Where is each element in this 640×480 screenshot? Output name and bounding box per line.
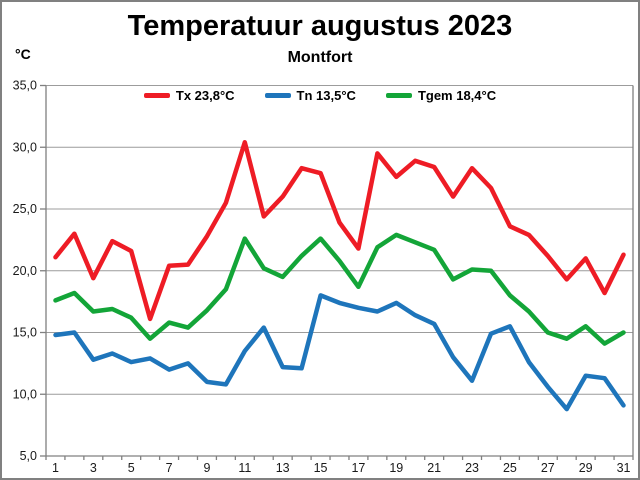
x-axis-tick-label: 3 <box>90 461 97 475</box>
y-axis-tick-label: 15,0 <box>13 326 37 340</box>
x-axis-tick-label: 13 <box>276 461 290 475</box>
y-axis-tick-label: 25,0 <box>13 202 37 216</box>
x-axis-tick-label: 15 <box>314 461 328 475</box>
x-axis-tick-label: 7 <box>166 461 173 475</box>
series-line-tgem <box>53 232 626 346</box>
y-axis-tick-label: 5,0 <box>20 449 37 463</box>
x-axis-tick-label: 17 <box>351 461 365 475</box>
chart-title: Temperatuur augustus 2023 <box>127 10 513 42</box>
x-axis-tick-label: 29 <box>579 461 593 475</box>
series-line-tx <box>53 140 626 322</box>
chart-subtitle: Montfort <box>287 49 353 66</box>
y-axis-tick-label: 20,0 <box>13 264 37 278</box>
x-axis-tick-label: 19 <box>389 461 403 475</box>
x-axis-tick-label: 5 <box>128 461 135 475</box>
x-axis-tick-label: 25 <box>503 461 517 475</box>
x-axis-tick-label: 21 <box>427 461 441 475</box>
y-axis-tick-label: 35,0 <box>13 79 37 93</box>
x-axis-tick-label: 1 <box>52 461 59 475</box>
x-axis-tick-label: 23 <box>465 461 479 475</box>
series-line-tn <box>53 293 626 412</box>
x-axis-tick-label: 31 <box>617 461 631 475</box>
y-axis-unit-label: °C <box>15 46 31 62</box>
x-axis-tick-label: 9 <box>203 461 210 475</box>
x-axis-tick-label: 11 <box>238 461 251 475</box>
y-axis-tick-label: 10,0 <box>13 387 37 401</box>
x-axis-tick-label: 27 <box>541 461 555 475</box>
y-axis-tick-label: 30,0 <box>13 140 37 154</box>
